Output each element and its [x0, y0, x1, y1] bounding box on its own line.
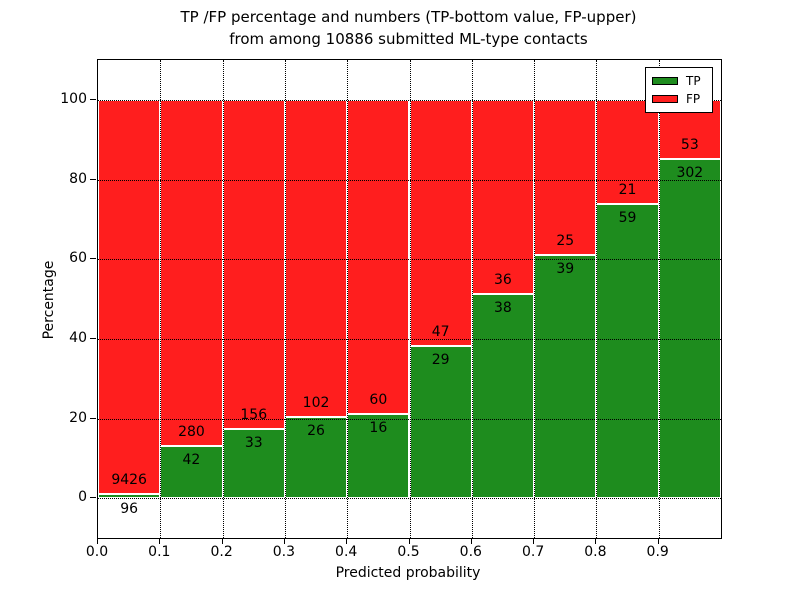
bar-segment-tp: [534, 255, 597, 499]
bar-segment-fp: [347, 99, 410, 415]
bar-segment-fp: [98, 99, 161, 495]
bar-segment-tp: [596, 204, 659, 499]
v-gridline: [222, 60, 224, 538]
plot-area: 9426 96 280 42 156 33 102 26 60 16 47 29 36 38 25 39 21 5…: [97, 59, 722, 539]
v-gridline: [471, 60, 473, 538]
bar-segment-tp: [658, 159, 721, 499]
y-tick: [90, 337, 96, 339]
v-gridline: [596, 60, 598, 538]
bar-segment-fp: [284, 99, 348, 418]
x-tick-label: 0.6: [459, 544, 482, 560]
fp-count-label: 9426: [111, 472, 147, 489]
y-tick: [90, 497, 96, 499]
x-tick: [408, 538, 410, 544]
fp-count-label: 53: [680, 137, 699, 154]
y-tick-label: 100: [60, 90, 87, 107]
y-tick: [90, 258, 96, 260]
chart-title: TP /FP percentage and numbers (TP-bottom…: [97, 6, 720, 50]
x-tick: [283, 538, 285, 544]
tp-count-label: 39: [556, 261, 575, 278]
fp-count-label: 102: [302, 395, 330, 412]
x-tick: [346, 538, 348, 544]
tp-count-label: 29: [431, 352, 450, 369]
x-tick: [221, 538, 223, 544]
tp-count-label: 59: [618, 210, 637, 227]
bar-segment-fp: [471, 99, 535, 294]
bar-segment-tp: [98, 494, 161, 499]
bar-segment-fp: [534, 99, 597, 256]
x-tick-label: 0.7: [521, 544, 545, 560]
x-axis-label: Predicted probability: [335, 565, 481, 581]
y-tick-label: 40: [69, 329, 87, 346]
bar-segment-fp: [596, 99, 659, 205]
v-gridline: [347, 60, 349, 538]
fp-count-label: 21: [618, 182, 637, 199]
y-axis-label: Percentage: [41, 260, 57, 340]
x-tick: [97, 538, 98, 544]
legend-swatch-tp-icon: [652, 77, 678, 85]
fp-count-label: 25: [556, 233, 575, 250]
legend-label: TP: [686, 74, 701, 88]
fp-count-label: 156: [240, 406, 268, 423]
fp-count-label: 36: [494, 271, 512, 288]
x-tick: [470, 538, 472, 544]
x-tick-label: 0.4: [335, 544, 358, 560]
x-tick-label: 0.8: [584, 544, 607, 560]
tp-count-label: 16: [369, 420, 388, 437]
v-gridline: [160, 60, 162, 538]
x-tick: [595, 538, 597, 544]
tp-count-label: 26: [307, 423, 325, 440]
x-tick-label: 0.0: [85, 544, 109, 560]
tp-count-label: 38: [494, 299, 512, 316]
legend-swatch-fp-icon: [652, 95, 678, 103]
tp-count-label: 302: [676, 165, 704, 182]
v-gridline: [658, 60, 660, 538]
x-tick: [159, 538, 161, 544]
legend-label: FP: [686, 92, 701, 106]
bar-segment-fp: [222, 99, 285, 429]
bar-segment-tp: [409, 346, 472, 499]
x-tick-label: 0.5: [397, 544, 420, 560]
x-tick-label: 0.9: [646, 544, 669, 560]
x-tick-label: 0.3: [272, 544, 296, 560]
v-gridline: [534, 60, 536, 538]
chart-title-line2: from among 10886 submitted ML-type conta…: [229, 30, 588, 48]
x-tick-label: 0.2: [210, 544, 233, 560]
y-tick: [90, 98, 96, 100]
v-gridline: [409, 60, 411, 538]
y-tick: [90, 417, 96, 419]
tp-count-label: 96: [120, 501, 139, 518]
tp-count-label: 42: [182, 452, 201, 469]
x-tick-label: 0.1: [148, 544, 171, 560]
legend: TP FP: [645, 67, 713, 113]
bar-segment-tp: [160, 446, 223, 499]
x-tick: [533, 538, 535, 544]
legend-row: TP: [652, 72, 706, 90]
fp-count-label: 280: [178, 424, 205, 441]
tp-count-label: 33: [244, 434, 263, 451]
fp-count-label: 60: [369, 392, 388, 409]
y-tick-label: 80: [69, 170, 87, 187]
bar-segment-fp: [409, 99, 472, 347]
fp-count-label: 47: [431, 324, 450, 341]
bar-segment-tp: [284, 417, 348, 499]
bar-segment-fp: [160, 99, 223, 447]
v-gridline: [284, 60, 286, 538]
bar-segment-tp: [471, 293, 535, 499]
chart-title-line1: TP /FP percentage and numbers (TP-bottom…: [180, 8, 637, 26]
y-tick-label: 60: [69, 250, 87, 267]
y-tick-label: 0: [78, 489, 87, 506]
y-tick: [90, 178, 96, 180]
y-tick-label: 20: [69, 409, 87, 426]
legend-row: FP: [652, 90, 706, 108]
x-tick: [657, 538, 659, 544]
